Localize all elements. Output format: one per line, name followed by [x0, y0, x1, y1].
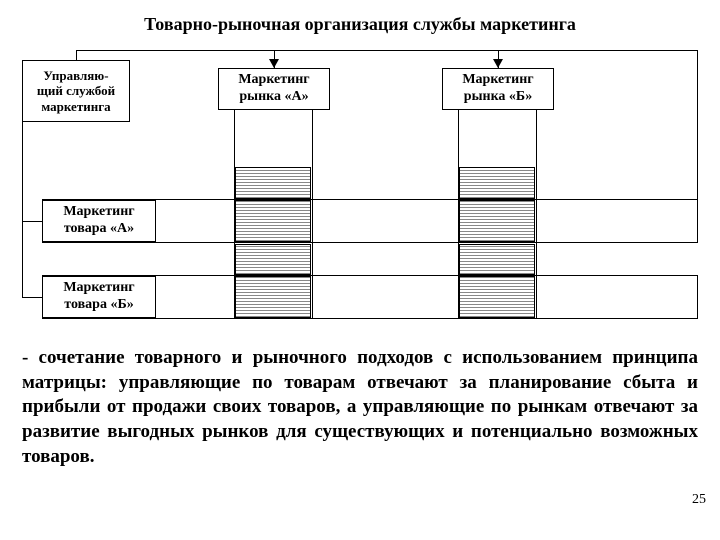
page-number: 25: [692, 492, 706, 508]
hatch-cell: [235, 167, 311, 199]
connector-vleft-stub: [76, 50, 77, 60]
diagram-title: Товарно-рыночная организация службы марк…: [0, 14, 720, 35]
col-a-right: [312, 110, 313, 319]
col-b-right: [536, 110, 537, 319]
box-manager: Управляю-щий службоймаркетинга: [22, 60, 130, 122]
connector-to-prod-b: [22, 297, 42, 298]
arrow-market-a: [269, 59, 279, 68]
hatch-cell: [459, 167, 535, 199]
description-paragraph: - сочетание товарного и рыночного подход…: [22, 346, 698, 469]
box-product-b: Маркетингтовара «Б»: [42, 276, 156, 318]
box-product-a: Маркетингтовара «А»: [42, 200, 156, 242]
box-market-a: Маркетингрынка «А»: [218, 68, 330, 110]
connector-to-prod-a: [22, 221, 42, 222]
hatch-cell: [459, 244, 535, 275]
connector-main-hline: [76, 50, 698, 51]
arrow-market-b: [493, 59, 503, 68]
box-market-b: Маркетингрынка «Б»: [442, 68, 554, 110]
hatch-cell: [235, 244, 311, 275]
connector-left-extend: [22, 221, 23, 297]
hatch-cell: [459, 200, 535, 242]
hatch-cell: [235, 200, 311, 242]
hatch-cell: [235, 276, 311, 318]
hatch-cell: [459, 276, 535, 318]
